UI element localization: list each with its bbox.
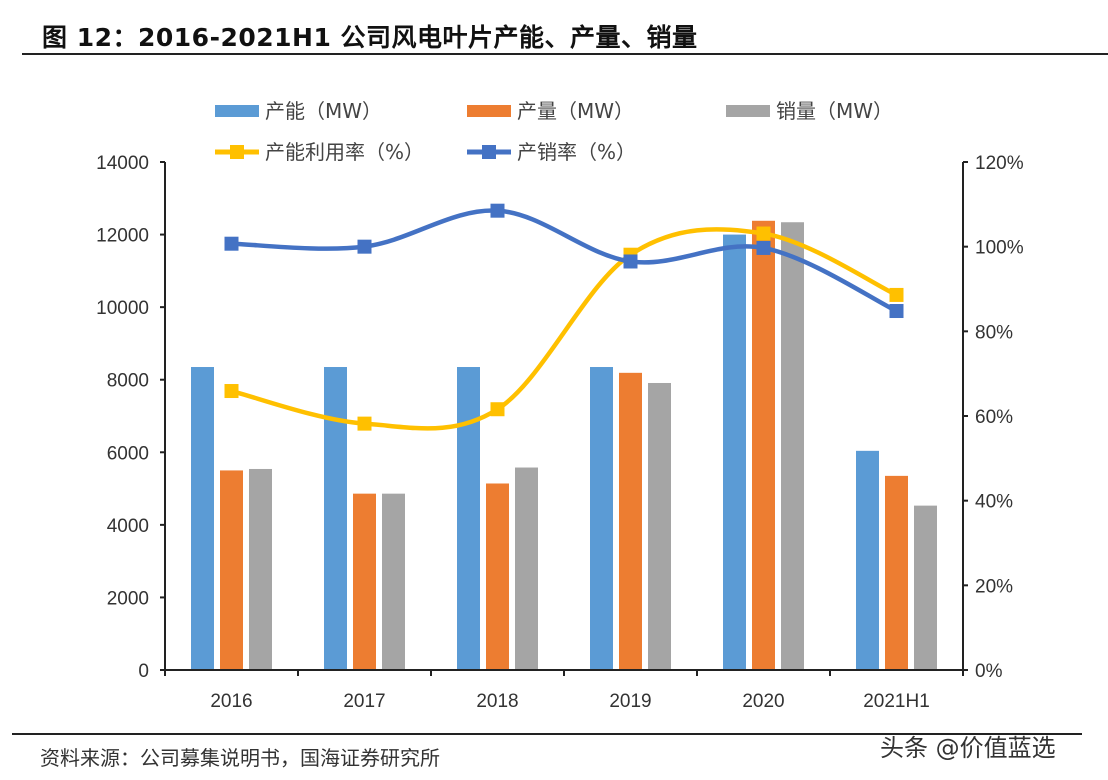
bar-2020-series-0 [723, 234, 746, 671]
right-tick-label: 80% [975, 322, 1013, 343]
legend-marker-3 [230, 145, 244, 159]
legend: 产能（MW） 产量（MW） 销量（MW） 产能利用率（%） 产销率（%） [215, 99, 893, 164]
left-tick-label: 4000 [107, 516, 149, 537]
bar-2019-series-0 [590, 367, 613, 670]
bar-2016-series-2 [249, 468, 272, 670]
bar-2016-series-0 [191, 367, 214, 670]
axes: 0 2000 4000 6000 8000 10000 12000 14000 0% 20% 40%… [96, 153, 1024, 712]
bar-2017-series-1 [353, 493, 376, 670]
right-tick-label: 60% [975, 407, 1013, 428]
bar-2017-series-2 [382, 493, 405, 670]
line-series-4 [229, 208, 899, 314]
x-tick-label: 2020 [742, 691, 784, 712]
legend-label-4: 产销率（%） [517, 140, 636, 164]
bar-2019-series-2 [648, 382, 671, 670]
bar-2020-series-1 [752, 220, 775, 671]
legend-label-1: 产量（MW） [517, 99, 634, 123]
marker-2019-series-4 [623, 254, 638, 269]
bar-2016-series-1 [220, 470, 243, 670]
bars [191, 220, 937, 671]
legend-swatch-1 [467, 105, 511, 117]
legend-label-0: 产能（MW） [265, 99, 382, 123]
bar-2021H1-series-2 [914, 505, 937, 670]
bar-2018-series-0 [457, 367, 480, 670]
source-note: 资料来源：公司募集说明书，国海证券研究所 [40, 746, 440, 770]
title-divider [22, 53, 1108, 55]
left-tick-label: 12000 [96, 226, 149, 247]
marker-2017-series-4 [357, 239, 372, 254]
bar-2019-series-1 [619, 372, 642, 670]
x-tick-label: 2017 [343, 691, 385, 712]
legend-label-2: 销量（MW） [776, 99, 893, 123]
marker-2020-series-4 [756, 240, 771, 255]
lines [224, 203, 904, 431]
x-tick-label: 2016 [210, 691, 252, 712]
bar-2018-series-1 [486, 483, 509, 670]
marker-2016-series-4 [224, 236, 239, 251]
bar-2017-series-0 [324, 367, 347, 670]
right-tick-label: 100% [975, 238, 1024, 259]
right-tick-label: 40% [975, 492, 1013, 513]
marker-2016-series-3 [224, 384, 239, 399]
legend-marker-4 [482, 145, 496, 159]
left-tick-label: 2000 [107, 588, 149, 609]
marker-2017-series-3 [357, 416, 372, 431]
marker-2021H1-series-4 [889, 304, 904, 319]
marker-2020-series-3 [756, 226, 771, 241]
left-tick-label: 14000 [96, 153, 149, 174]
watermark: 头条 @价值蓝选 [880, 734, 1056, 762]
bar-2018-series-2 [515, 467, 538, 670]
footer-divider [12, 733, 1082, 735]
bar-2021H1-series-0 [856, 450, 879, 670]
legend-swatch-0 [215, 105, 259, 117]
legend-swatch-2 [726, 105, 770, 117]
bar-2020-series-2 [781, 222, 804, 670]
bar-2021H1-series-1 [885, 475, 908, 670]
left-tick-label: 6000 [107, 443, 149, 464]
x-tick-label: 2021H1 [863, 691, 930, 712]
marker-2018-series-4 [490, 203, 505, 218]
line-series-3 [229, 227, 899, 431]
marker-2021H1-series-3 [889, 287, 904, 302]
x-tick-label: 2019 [609, 691, 651, 712]
left-tick-label: 10000 [96, 298, 149, 319]
figure-title: 图 12：2016-2021H1 公司风电叶片产能、产量、销量 [42, 23, 698, 52]
right-tick-label: 120% [975, 153, 1024, 174]
right-tick-label: 20% [975, 576, 1013, 597]
x-tick-label: 2018 [476, 691, 518, 712]
left-tick-label: 0 [138, 661, 149, 682]
left-tick-label: 8000 [107, 371, 149, 392]
right-tick-label: 0% [975, 661, 1003, 682]
marker-2018-series-3 [490, 402, 505, 417]
legend-label-3: 产能利用率（%） [265, 140, 424, 164]
